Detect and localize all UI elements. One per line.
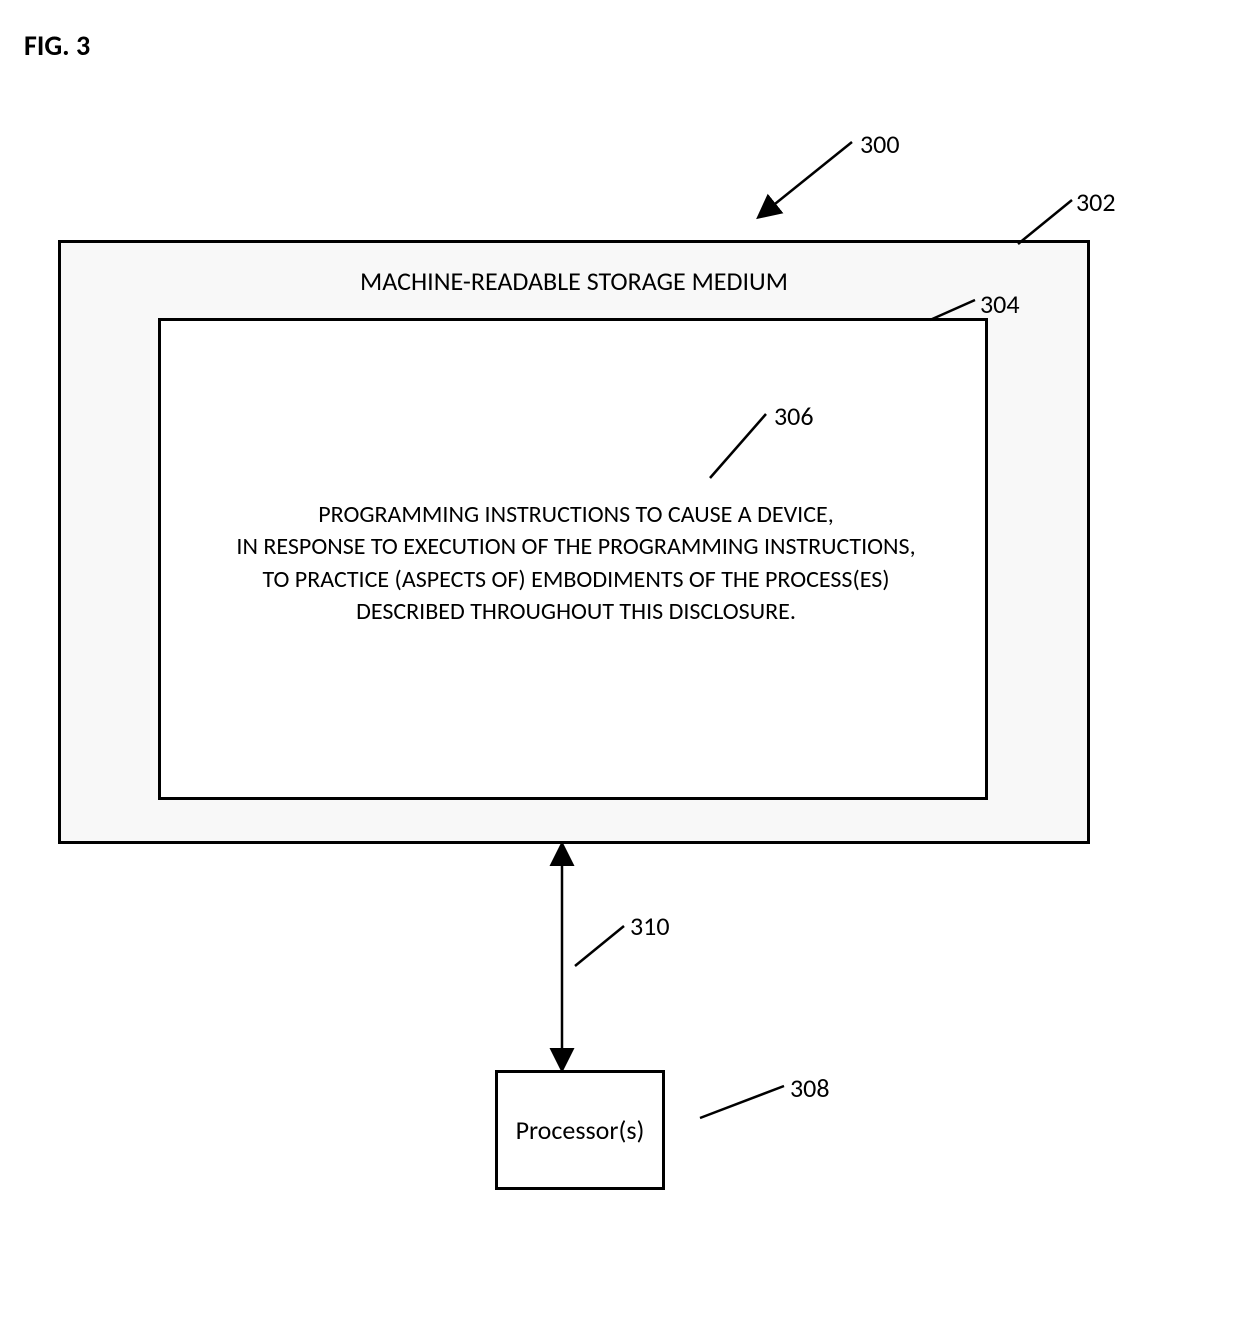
instructions-box: PROGRAMMING INSTRUCTIONS TO CAUSE A DEVI… [158, 318, 988, 800]
storage-medium-title: MACHINE-READABLE STORAGE MEDIUM [61, 265, 1087, 297]
ref-302: 302 [1076, 186, 1116, 218]
processor-label: Processor(s) [516, 1114, 645, 1146]
leader-308 [700, 1086, 784, 1118]
ref-308: 308 [790, 1072, 830, 1104]
ref-310: 310 [630, 910, 670, 942]
processor-box: Processor(s) [495, 1070, 665, 1190]
leader-302 [1018, 200, 1072, 244]
ref-304: 304 [980, 288, 1020, 320]
leader-300 [760, 142, 852, 216]
ref-300: 300 [860, 128, 900, 160]
leader-310 [575, 926, 624, 966]
ref-306: 306 [774, 400, 814, 432]
figure-label: FIG. 3 [24, 28, 90, 63]
instructions-text: PROGRAMMING INSTRUCTIONS TO CAUSE A DEVI… [171, 499, 981, 629]
